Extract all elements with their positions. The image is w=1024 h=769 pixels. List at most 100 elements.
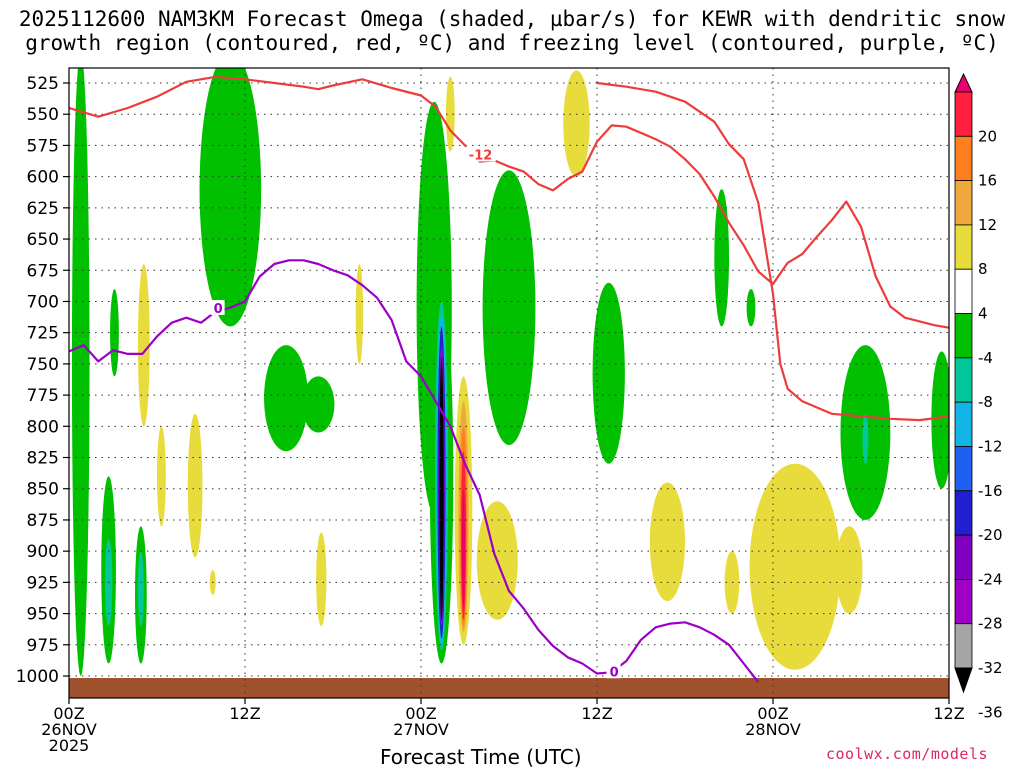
colorbar-label: 16 — [978, 172, 997, 190]
omega-region-28 — [355, 264, 364, 364]
omega-shading — [71, 68, 949, 676]
y-tick-label: 550 — [27, 105, 59, 125]
y-tick-label: 1000 — [16, 667, 59, 687]
y-tick-label: 675 — [27, 261, 59, 281]
x-tick-label: 00Z — [757, 704, 788, 723]
colorbar-label: 4 — [978, 305, 988, 323]
colorbar-bin — [954, 578, 973, 625]
omega-region-17 — [592, 282, 625, 464]
omega-region-36 — [563, 70, 590, 177]
omega-region-7 — [264, 345, 309, 452]
colorbar: 20 16 12 8 4 -4 -8 -12 -16 -20 -24 -28 -32 -36 — [954, 72, 1003, 721]
colorbar-top-arrow — [954, 72, 973, 93]
omega-region-5 — [137, 551, 144, 627]
colorbar-bin — [954, 623, 973, 669]
y-tick-label: 850 — [27, 480, 59, 500]
colorbar-bottom-arrow — [954, 667, 973, 694]
y-tick-label: 525 — [27, 74, 59, 94]
colorbar-label: 8 — [978, 260, 988, 278]
contour-lines: -12 0 0 — [69, 75, 949, 683]
colorbar-bin — [954, 135, 973, 182]
y-tick-label: 650 — [27, 230, 59, 250]
y-tick-label: 800 — [27, 417, 59, 437]
x-tick-label: 26NOV — [41, 720, 97, 739]
omega-region-15 — [439, 357, 444, 620]
colorbar-bin — [954, 446, 973, 492]
x-tick-label: 27NOV — [393, 720, 449, 739]
dgz-contour-label: -12 — [469, 148, 493, 163]
omega-region-18 — [714, 189, 730, 327]
colorbar-bin — [954, 490, 973, 536]
colorbar-label: -24 — [978, 570, 1003, 588]
y-tick-label: 575 — [27, 136, 59, 156]
omega-region-38 — [749, 463, 841, 670]
colorbar-bin — [954, 224, 973, 270]
y-tick-label: 825 — [27, 449, 59, 469]
colorbar-label: -28 — [978, 615, 1003, 633]
x-tick-label: 28NOV — [745, 720, 801, 739]
x-tick-label: 12Z — [229, 704, 260, 723]
omega-region-27 — [316, 532, 327, 627]
omega-region-3 — [110, 288, 119, 377]
omega-region-22 — [931, 351, 949, 489]
credit-link[interactable]: coolwx.com/models — [826, 745, 989, 763]
y-tick-label: 950 — [27, 605, 59, 625]
x-tick-label: 12Z — [581, 704, 612, 723]
omega-region-0 — [71, 68, 90, 676]
plot-frame — [68, 67, 950, 699]
omega-region-40 — [724, 551, 740, 614]
y-axis: 525 550 575 600 625 650 675 700 725 750 775 800 825 8… — [16, 74, 69, 687]
colorbar-bin — [954, 401, 973, 447]
omega-region-8 — [302, 376, 335, 433]
colorbar-label: -4 — [978, 349, 993, 367]
y-tick-label: 625 — [27, 199, 59, 219]
x-tick-label: 2025 — [49, 736, 90, 755]
omega-region-33 — [462, 488, 465, 608]
y-tick-label: 900 — [27, 542, 59, 562]
chart-title-line-1: 2025112600 NAM3KM Forecast Omega (shaded… — [18, 7, 1006, 31]
dgz-contour-upper — [69, 75, 949, 329]
colorbar-label: 12 — [978, 216, 997, 234]
freezing-level-label-2: 0 — [610, 665, 619, 680]
colorbar-bin — [954, 313, 973, 359]
colorbar-bin — [954, 180, 973, 226]
omega-region-25 — [187, 413, 203, 558]
y-tick-label: 725 — [27, 324, 59, 344]
omega-region-37 — [649, 482, 686, 602]
y-tick-label: 700 — [27, 292, 59, 312]
colorbar-bin — [954, 534, 973, 580]
omega-region-39 — [836, 526, 863, 614]
colorbar-label: -16 — [978, 482, 1003, 500]
colorbar-label: -36 — [978, 703, 1003, 721]
y-tick-label: 975 — [27, 636, 59, 656]
dgz-contour-lower — [596, 81, 949, 422]
omega-region-16 — [482, 170, 536, 446]
x-tick-label: 00Z — [53, 704, 84, 723]
x-tick-label: 00Z — [405, 704, 436, 723]
y-tick-label: 925 — [27, 573, 59, 593]
omega-region-6 — [199, 68, 262, 327]
colorbar-label: 20 — [978, 127, 997, 145]
x-tick-label: 12Z — [933, 704, 964, 723]
colorbar-bin — [954, 268, 973, 314]
freezing-level-label-1: 0 — [214, 302, 223, 317]
y-tick-label: 600 — [27, 168, 59, 188]
y-tick-label: 750 — [27, 355, 59, 375]
omega-region-19 — [746, 288, 756, 327]
freezing-level-label-2-bg — [606, 663, 621, 679]
omega-region-21 — [862, 413, 869, 464]
chart-title-line-2: growth region (contoured, red, ºC) and f… — [25, 31, 999, 55]
y-tick-label: 775 — [27, 386, 59, 406]
dgz-contour-label-bg — [465, 146, 496, 162]
colorbar-bin — [954, 91, 973, 137]
colorbar-label: -32 — [978, 659, 1003, 677]
omega-region-23 — [137, 264, 150, 427]
colorbar-bin — [954, 357, 973, 403]
x-axis-title: Forecast Time (UTC) — [380, 745, 582, 769]
colorbar-label: -8 — [978, 393, 993, 411]
freezing-level-contour — [69, 259, 760, 683]
freezing-level-label-1-bg — [210, 299, 225, 315]
colorbar-label: -12 — [978, 437, 1003, 455]
